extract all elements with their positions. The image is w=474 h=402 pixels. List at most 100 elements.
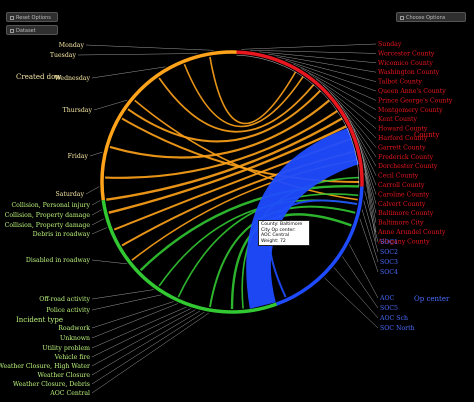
incident-leader xyxy=(91,303,178,339)
incident-leader xyxy=(91,294,162,311)
incident-label: Weather Closure, High Water xyxy=(0,363,90,370)
county-label: Dorchester County xyxy=(378,163,438,170)
county-leader xyxy=(363,163,377,233)
incident-label: Police activity xyxy=(46,307,90,314)
day-chord xyxy=(127,89,321,143)
op-center-leader xyxy=(359,218,379,273)
county-label: Howard County xyxy=(378,126,428,133)
op-center-leader xyxy=(324,277,379,329)
day-label: Wednesday xyxy=(55,75,91,82)
button-label: Reset Options xyxy=(16,15,51,21)
county-leader xyxy=(285,59,377,92)
dataset-button[interactable]: Dataset xyxy=(6,25,58,35)
day-label: Friday xyxy=(68,153,89,160)
day-chord xyxy=(108,125,347,214)
day-leader xyxy=(85,186,100,195)
county-label: Anne Arundel County xyxy=(377,229,446,236)
op-center-label: SOC3 xyxy=(380,259,398,266)
incident-leader xyxy=(91,218,105,226)
incident-label: Weather Closure, Debris xyxy=(13,381,90,388)
day-chord xyxy=(183,63,304,128)
incident-leader xyxy=(91,289,154,300)
county-label: Kent County xyxy=(378,116,417,123)
county-label: Garrett County xyxy=(378,144,426,151)
op-center-leader xyxy=(361,209,379,263)
county-leader xyxy=(345,112,377,176)
op-center-leader xyxy=(364,191,379,243)
group-label-op-center: Op center xyxy=(414,295,450,303)
incident-leader xyxy=(91,259,128,265)
county-label: Worcester County xyxy=(378,50,435,57)
incident-label: Roadwork xyxy=(58,325,90,332)
op-center-label: SOC5 xyxy=(380,305,398,312)
choose-options-button[interactable]: Choose Options xyxy=(396,12,466,22)
day-chord xyxy=(109,99,330,159)
incident-label: Debris in roadway xyxy=(33,231,91,238)
op-center-leader xyxy=(363,200,379,253)
incident-arc xyxy=(101,199,278,314)
group-label-incident-type: Incident type xyxy=(16,316,63,324)
county-leader xyxy=(268,53,377,73)
day-leader xyxy=(89,151,103,157)
reset-options-button[interactable]: Reset Options xyxy=(6,12,58,22)
incident-label: Collision, Personal injury xyxy=(11,202,90,209)
county-label: Harford County xyxy=(378,135,428,142)
county-label: Queen Anne's County xyxy=(378,88,446,95)
day-arc xyxy=(100,50,237,201)
day-leader xyxy=(77,53,198,56)
day-leader xyxy=(85,44,214,51)
incident-label: Vehicle fire xyxy=(54,354,91,361)
county-leader xyxy=(293,63,377,101)
op-center-label: AOC xyxy=(379,295,395,302)
direction-ribbon xyxy=(246,127,359,309)
county-label: Montgomery County xyxy=(378,107,443,114)
county-leader xyxy=(364,172,377,242)
day-label: Tuesday xyxy=(50,52,77,59)
incident-chord xyxy=(139,185,359,272)
op-center-leader xyxy=(333,267,379,319)
county-leader xyxy=(308,73,377,120)
button-label: Choose Options xyxy=(406,15,446,21)
county-leader xyxy=(315,78,377,129)
button-label: Dataset xyxy=(16,28,36,34)
op-center-leader xyxy=(342,256,379,309)
square-icon xyxy=(10,28,14,33)
day-leader xyxy=(93,99,128,111)
op-center-label: AOC Sch xyxy=(379,315,408,322)
county-label: Baltimore County xyxy=(378,210,434,217)
incident-chord xyxy=(177,193,359,298)
county-label: Washington County xyxy=(378,69,440,76)
group-label-created-dow: Created dow xyxy=(16,73,61,81)
incident-label: Collision, Property damage xyxy=(5,212,91,219)
day-label: Monday xyxy=(59,42,85,49)
county-arc-ticks xyxy=(236,54,360,187)
county-leader xyxy=(301,68,377,111)
op-center-label: SOC4 xyxy=(380,269,398,276)
incident-leader xyxy=(91,209,103,216)
incident-label: Off-road activity xyxy=(39,296,90,303)
county-label: Caroline County xyxy=(378,191,430,198)
day-chord xyxy=(158,77,315,133)
county-leader xyxy=(241,43,377,50)
op-center-label: SOC North xyxy=(380,325,415,332)
county-label: Sunday xyxy=(378,41,402,48)
day-chord xyxy=(106,117,343,201)
incident-leader xyxy=(91,309,196,367)
incident-leader xyxy=(91,308,192,358)
incident-label: Disabled in roadway xyxy=(26,257,91,264)
county-label: Allegany County xyxy=(377,238,430,245)
county-leader xyxy=(250,50,377,54)
group-label-county: County xyxy=(414,131,439,139)
direction-arc xyxy=(275,186,364,306)
incident-label: AOC Central xyxy=(49,390,90,397)
county-leader xyxy=(322,84,377,139)
day-chord xyxy=(209,56,297,125)
incident-label: Collision, Property damage xyxy=(5,222,91,229)
incident-label: Unknown xyxy=(60,335,90,342)
county-label: Carroll County xyxy=(378,182,425,189)
tooltip: County: Baltimore City Op center: AOC Ce… xyxy=(258,220,310,247)
incident-leader xyxy=(91,312,210,394)
incident-label: Utility problem xyxy=(42,345,90,352)
county-leader xyxy=(361,154,377,223)
